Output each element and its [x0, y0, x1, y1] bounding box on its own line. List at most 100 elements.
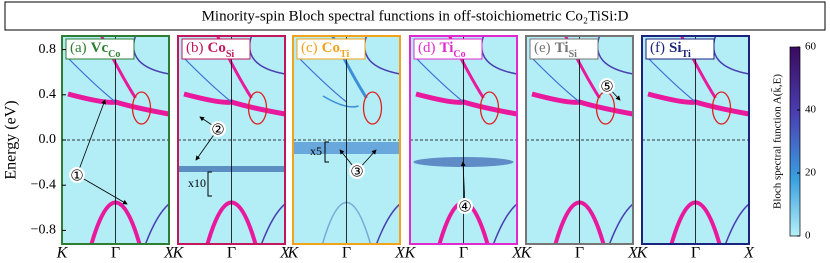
- panel-label: (f) SiTi: [650, 40, 691, 59]
- annotation-bg: [69, 167, 85, 183]
- label-species: Ti: [555, 40, 569, 56]
- title-box: [4, 1, 826, 31]
- band: [65, 55, 116, 103]
- x-tick-label: K: [636, 245, 649, 262]
- annotation-arrow: [76, 99, 106, 176]
- highlight: [131, 91, 152, 125]
- label-site: Ti: [340, 49, 349, 60]
- highlight: [711, 91, 732, 125]
- label-letter: (b): [186, 40, 204, 56]
- label-letter: (a): [70, 40, 87, 56]
- label-letter: (c): [301, 40, 318, 56]
- annotation: ④: [458, 198, 471, 216]
- panel: (d) TiCo K Γ X: [404, 35, 523, 262]
- x-tick-label: X: [743, 245, 755, 262]
- label-box: [181, 38, 251, 60]
- annotation-bg: [210, 121, 226, 137]
- band: [375, 203, 401, 245]
- annotation-arrow: [76, 174, 128, 205]
- y-tick-label: 0.8: [39, 42, 57, 57]
- highlight: [479, 91, 500, 125]
- panel-label: (e) TiSi: [534, 40, 577, 59]
- band: [492, 203, 518, 245]
- y-tick-label: −0.4: [31, 177, 56, 192]
- colorbar-label: Bloch spectral function A(k̃,E): [770, 74, 784, 209]
- band: [260, 203, 286, 245]
- label-box: [296, 38, 366, 60]
- x-tick-label: Γ: [111, 245, 120, 262]
- annotation: x10: [188, 176, 206, 190]
- panel-frame: [177, 35, 286, 245]
- title: Minority-spin Bloch spectral functions i…: [202, 8, 629, 24]
- label-box: [413, 38, 483, 60]
- x-tick-label: Γ: [691, 245, 700, 262]
- band: [608, 203, 634, 245]
- panel: (b) CoSi K Γ X: [172, 35, 291, 262]
- panel-label: (b) CoSi: [186, 40, 234, 59]
- label-site: Co: [108, 49, 120, 60]
- y-tick-label: 0.4: [39, 87, 57, 102]
- label-letter: (e): [534, 40, 551, 56]
- band: [413, 55, 464, 103]
- x-tick-label: X: [627, 245, 639, 262]
- label-site: Co: [453, 49, 465, 60]
- x-tick-label: K: [287, 245, 300, 262]
- panel-label: (c) CoTi: [301, 40, 349, 59]
- colorbar: [789, 46, 801, 237]
- label-species: Si: [669, 40, 682, 56]
- label-letter: (f): [650, 40, 665, 56]
- panel-label: (a) VcCo: [70, 40, 120, 59]
- annotation-bg: [599, 78, 615, 94]
- label-box: [645, 38, 715, 60]
- label-site: Ti: [682, 49, 691, 60]
- x-tick-label: Γ: [459, 245, 468, 262]
- x-tick-label: K: [56, 245, 69, 262]
- x-tick-label: X: [394, 245, 406, 262]
- band: [296, 55, 347, 103]
- label-site: Si: [569, 49, 578, 60]
- y-tick-label: 0.0: [39, 132, 57, 147]
- annotation: ③: [350, 163, 363, 181]
- x-tick-label: Γ: [342, 245, 351, 262]
- label-box: [529, 38, 599, 60]
- label-box: [65, 38, 135, 60]
- band: [645, 55, 696, 103]
- x-tick-label: X: [163, 245, 175, 262]
- annotation-bg: [349, 163, 365, 179]
- band: [144, 203, 170, 245]
- annotation: ②: [211, 121, 224, 139]
- x-tick-label: Γ: [575, 245, 584, 262]
- x-tick-label: X: [511, 245, 523, 262]
- colorbar-tick-label: 60: [805, 41, 817, 53]
- colorbar-tick-label: 0: [805, 230, 811, 242]
- panel-frame: [409, 35, 518, 245]
- label-species: Co: [322, 40, 340, 56]
- band: [724, 203, 750, 245]
- label-species: Co: [208, 40, 226, 56]
- label-letter: (d): [418, 40, 436, 56]
- band: [181, 55, 232, 103]
- y-axis-label: Energy (eV): [3, 100, 20, 179]
- highlight: [362, 91, 383, 125]
- x-tick-label: X: [279, 245, 291, 262]
- colorbar-tick-label: 40: [805, 104, 817, 116]
- annotation: ①: [70, 167, 83, 185]
- annotation-bracket: [207, 171, 212, 197]
- panel-frame: [292, 35, 401, 245]
- y-tick-label: −0.8: [31, 223, 56, 238]
- x-tick-label: K: [172, 245, 185, 262]
- label-site: Si: [226, 49, 235, 60]
- x-tick-label: K: [520, 245, 533, 262]
- x-tick-label: K: [404, 245, 417, 262]
- annotation-bracket: [324, 141, 329, 163]
- annotation-bg: [457, 198, 473, 214]
- panel-label: (d) TiCo: [418, 40, 466, 59]
- panel: (e) TiSi K Γ X: [520, 35, 639, 262]
- annotation: x5: [310, 144, 322, 158]
- band: [322, 95, 359, 108]
- annotation: ⑤: [600, 78, 613, 96]
- panel: (f) SiTi K Γ X: [636, 35, 755, 262]
- highlight: [247, 91, 268, 125]
- band: [529, 55, 580, 103]
